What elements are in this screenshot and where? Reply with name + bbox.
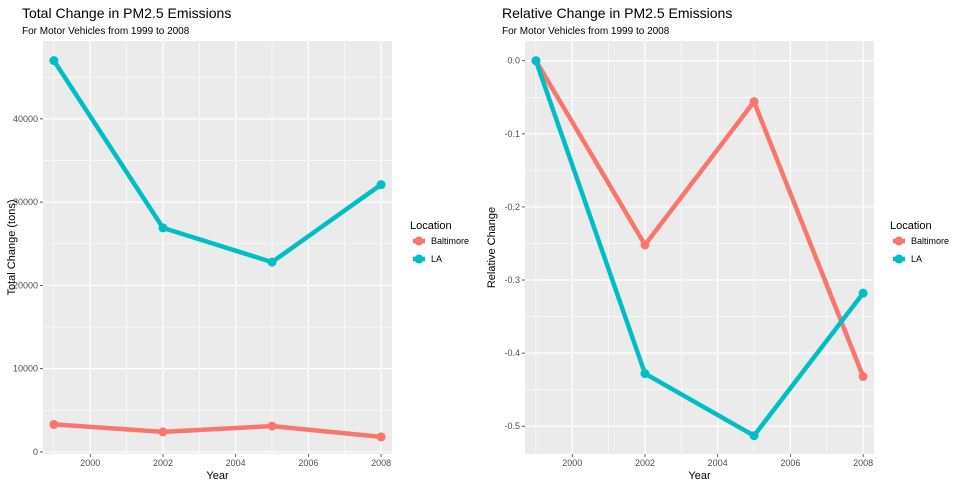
x-tick-label: 2004 [708, 458, 728, 468]
y-tick-label: 0.0 [507, 56, 520, 66]
y-axis-title: Relative Change [486, 207, 498, 288]
series-line-la [533, 58, 866, 438]
data-point-la [640, 369, 650, 379]
x-tick-label: 2000 [562, 458, 582, 468]
legend-title: Location [410, 220, 452, 232]
data-point-baltimore [158, 427, 168, 437]
x-tick-label: 2006 [298, 458, 318, 468]
chart-title: Total Change in PM2.5 Emissions [22, 5, 231, 21]
y-tick-label: 30000 [13, 197, 38, 207]
data-point-baltimore [640, 240, 650, 250]
y-tick-label: 0 [33, 447, 38, 457]
chart-subtitle: For Motor Vehicles from 1999 to 2008 [22, 26, 190, 37]
plot-panel [43, 41, 392, 454]
x-tick-label: 2004 [226, 458, 246, 468]
x-tick-label: 2006 [780, 458, 800, 468]
legend-title: Location [890, 220, 932, 232]
legend: Location Baltimore LA [890, 220, 949, 264]
data-point-baltimore [858, 372, 868, 382]
series-line-la [51, 58, 384, 265]
legend-key-point [414, 236, 424, 246]
x-tick-label: 2008 [371, 458, 391, 468]
y-tick-label: -0.4 [504, 348, 520, 358]
y-tick-label: -0.3 [504, 275, 520, 285]
x-axis-title: Year [206, 470, 229, 480]
data-point-la [376, 180, 386, 190]
legend-label: LA [431, 254, 442, 264]
legend: Location Baltimore LA [410, 220, 469, 264]
y-tick-label: 10000 [13, 364, 38, 374]
x-tick-label: 2002 [635, 458, 655, 468]
data-point-la [749, 431, 759, 441]
data-point-baltimore [49, 419, 59, 429]
series-line-baltimore [533, 58, 866, 379]
plot-panel [525, 41, 874, 454]
data-point-baltimore [749, 97, 759, 107]
x-tick-label: 2008 [853, 458, 873, 468]
data-point-la [531, 56, 541, 66]
data-point-baltimore [376, 432, 386, 442]
data-point-la [858, 288, 868, 298]
x-tick-label: 2002 [153, 458, 173, 468]
data-point-la [267, 257, 277, 267]
chart-title: Relative Change in PM2.5 Emissions [502, 5, 732, 21]
y-axis-title: Total Change (tons) [6, 200, 18, 296]
y-tick-label: 20000 [13, 280, 38, 290]
y-tick-label: -0.2 [504, 202, 520, 212]
x-axis-title: Year [688, 470, 711, 480]
chart-subtitle: For Motor Vehicles from 1999 to 2008 [502, 26, 670, 37]
legend-key-point [414, 254, 424, 264]
legend-label: Baltimore [911, 236, 949, 246]
data-point-baltimore [267, 421, 277, 431]
data-point-la [158, 223, 168, 233]
legend-label: LA [911, 254, 922, 264]
chart-2: Relative Change in PM2.5 Emissions For Mo… [486, 5, 949, 480]
x-tick-label: 2000 [80, 458, 100, 468]
legend-key-point [894, 236, 904, 246]
y-tick-label: -0.5 [504, 421, 520, 431]
y-tick-label: -0.1 [504, 129, 520, 139]
y-tick-label: 40000 [13, 114, 38, 124]
chart-1: Total Change in PM2.5 Emissions For Motor… [6, 5, 469, 480]
legend-label: Baltimore [431, 236, 469, 246]
legend-key-point [894, 254, 904, 264]
data-point-la [49, 56, 59, 66]
series-line-baltimore [51, 422, 384, 440]
